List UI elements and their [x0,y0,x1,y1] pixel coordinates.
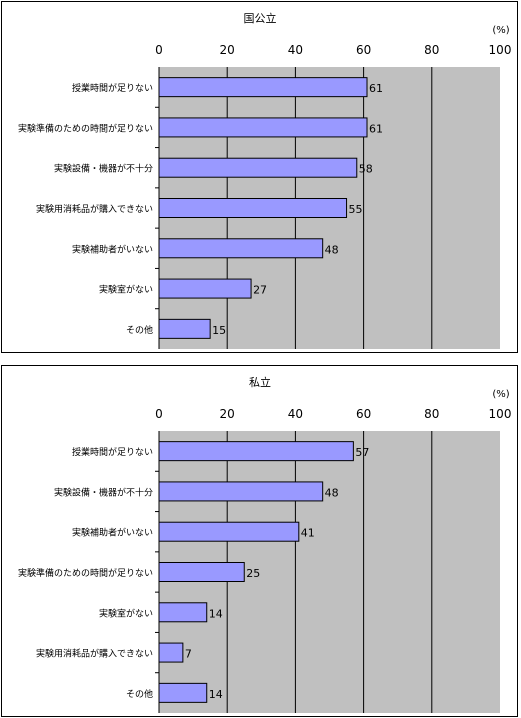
data-label: 61 [369,122,383,135]
category-label: 実験設備・機器が不十分 [54,163,153,175]
data-label: 57 [355,446,369,459]
x-tick-label: 80 [424,43,439,57]
x-tick-label: 60 [356,43,371,57]
bar [158,278,252,299]
bar [158,521,300,542]
category-label: 実験室がない [99,284,153,296]
x-tick-label: 40 [288,43,303,57]
bar [158,198,348,218]
x-tick-label: 20 [220,43,235,57]
category-label: 実験補助者がいない [72,527,153,539]
bar [158,117,368,138]
bar [158,157,358,178]
data-label: 55 [349,203,363,216]
category-label: 実験設備・機器が不十分 [54,486,153,498]
bar [158,481,324,502]
category-label: 実験用消耗品が購入できない [36,203,153,215]
data-label: 48 [325,243,339,256]
x-tick-label: 60 [356,407,371,421]
category-label: 実験補助者がいない [72,243,153,255]
chart-title: 国公立 [244,11,277,25]
bar [158,642,184,663]
category-label: 実験準備のための時間が足りない [18,122,153,134]
chart-title: 私立 [249,375,271,389]
data-label: 14 [209,607,223,620]
x-tick-label: 80 [424,407,439,421]
category-label: 実験準備のための時間が足りない [18,567,153,579]
category-label: その他 [126,688,153,700]
bar [158,441,354,462]
data-label: 25 [246,567,260,580]
unit-label: (%) [492,389,509,400]
chart-panel-public: 国公立 (%) 0 20 40 60 80 100 授業時間が足りない 61 実験準備のための時間が… [1,1,518,353]
x-tick-label: 0 [155,407,163,421]
bar [158,318,211,339]
data-label: 15 [212,324,226,337]
x-tick-label: 100 [489,407,512,421]
data-label: 7 [185,648,192,661]
bar [158,602,208,623]
unit-label: (%) [492,25,509,36]
category-label: その他 [126,324,153,336]
x-tick-label: 100 [489,43,512,57]
x-tick-label: 40 [288,407,303,421]
category-label: 実験用消耗品が購入できない [36,648,153,660]
bar [158,77,368,98]
data-label: 41 [301,527,315,540]
bar [158,238,324,259]
x-tick-label: 0 [155,43,163,57]
category-label: 授業時間が足りない [72,82,153,94]
data-label: 48 [325,486,339,499]
data-label: 61 [369,82,383,95]
chart-private: 私立 (%) 0 20 40 60 80 100 授業時間が足りない 57 実験設備・機器が不十分 4… [18,375,512,713]
category-label: 実験室がない [99,607,153,619]
bar [158,562,245,582]
x-tick-label: 20 [220,407,235,421]
chart-public: 国公立 (%) 0 20 40 60 80 100 授業時間が足りない 61 実験準備のための時間が… [18,11,512,349]
data-label: 27 [253,284,267,297]
data-label: 58 [359,163,373,176]
bar [158,682,208,703]
data-label: 14 [209,688,223,701]
category-label: 授業時間が足りない [72,446,153,458]
chart-panel-private: 私立 (%) 0 20 40 60 80 100 授業時間が足りない 57 実験設備・機器が不十分 4… [1,365,518,717]
